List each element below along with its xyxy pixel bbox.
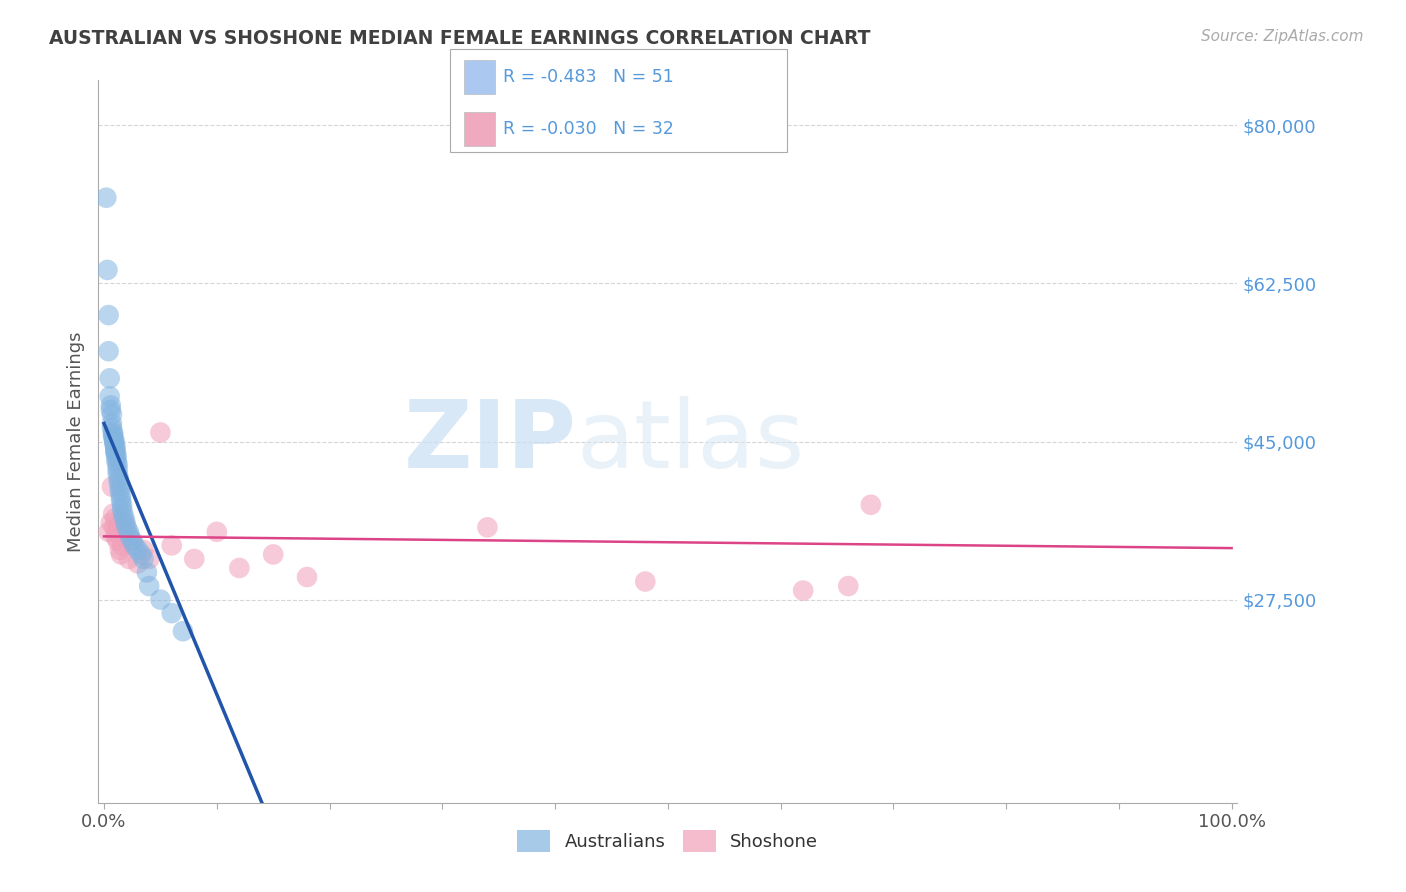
Point — [107, 461, 129, 475]
Text: R = -0.030   N = 32: R = -0.030 N = 32 — [503, 120, 675, 137]
Text: Source: ZipAtlas.com: Source: ZipAtlas.com — [1201, 29, 1364, 44]
Point — [183, 552, 205, 566]
Point — [101, 421, 124, 435]
Point — [105, 448, 128, 462]
Text: ZIP: ZIP — [404, 395, 576, 488]
Point — [112, 516, 135, 530]
Point — [101, 430, 124, 444]
Point — [132, 552, 155, 566]
Point — [634, 574, 657, 589]
Point — [160, 538, 183, 552]
Point — [101, 507, 124, 521]
Point — [121, 533, 143, 548]
Point — [107, 520, 129, 534]
Point — [103, 433, 125, 447]
Point — [110, 548, 132, 562]
Point — [127, 542, 149, 557]
Point — [103, 520, 125, 534]
Point — [97, 344, 120, 359]
Point — [149, 592, 172, 607]
Point — [115, 520, 138, 534]
Point — [107, 466, 129, 480]
Point — [135, 566, 157, 580]
Point — [118, 552, 141, 566]
Point — [111, 538, 134, 552]
Point — [107, 471, 129, 485]
Point — [837, 579, 859, 593]
Point — [262, 548, 284, 562]
Point — [98, 371, 121, 385]
Y-axis label: Median Female Earnings: Median Female Earnings — [66, 331, 84, 552]
Point — [100, 398, 122, 412]
Point — [112, 511, 135, 525]
Point — [138, 552, 160, 566]
Text: AUSTRALIAN VS SHOSHONE MEDIAN FEMALE EARNINGS CORRELATION CHART: AUSTRALIAN VS SHOSHONE MEDIAN FEMALE EAR… — [49, 29, 870, 47]
Point — [118, 529, 141, 543]
Point — [101, 480, 124, 494]
Point — [205, 524, 228, 539]
Point — [101, 425, 124, 440]
Point — [228, 561, 250, 575]
Point — [104, 445, 127, 459]
Point — [104, 511, 127, 525]
Point — [127, 557, 149, 571]
Point — [112, 507, 135, 521]
Point — [114, 516, 136, 530]
Point — [105, 524, 128, 539]
Point — [104, 443, 127, 458]
Point — [97, 524, 120, 539]
Point — [101, 427, 124, 442]
Text: R = -0.483   N = 51: R = -0.483 N = 51 — [503, 69, 673, 87]
Point — [103, 436, 125, 450]
Point — [108, 480, 131, 494]
Point — [107, 475, 129, 490]
Point — [98, 389, 121, 403]
Point — [104, 529, 127, 543]
Point — [118, 524, 141, 539]
Point — [97, 308, 120, 322]
Point — [107, 457, 129, 471]
Point — [121, 533, 143, 548]
Point — [104, 439, 127, 453]
Point — [149, 425, 172, 440]
Point — [160, 606, 183, 620]
Point — [96, 191, 118, 205]
Point — [110, 489, 132, 503]
Point — [138, 579, 160, 593]
Point — [101, 417, 124, 431]
Point — [105, 450, 128, 465]
Point — [129, 548, 152, 562]
Point — [105, 454, 128, 468]
Point — [110, 493, 132, 508]
Point — [100, 403, 122, 417]
Point — [111, 502, 134, 516]
Point — [124, 538, 146, 552]
Point — [172, 624, 194, 639]
Point — [108, 542, 131, 557]
Point — [792, 583, 814, 598]
Text: atlas: atlas — [576, 395, 806, 488]
Legend: Australians, Shoshone: Australians, Shoshone — [510, 822, 825, 859]
Point — [132, 542, 155, 557]
Point — [103, 434, 125, 449]
Point — [100, 516, 122, 530]
Point — [295, 570, 318, 584]
Point — [111, 498, 134, 512]
Point — [107, 533, 129, 548]
Point — [96, 263, 118, 277]
Point — [108, 484, 131, 499]
Point — [859, 498, 882, 512]
Point — [101, 408, 124, 422]
Point — [104, 442, 127, 456]
Point — [477, 520, 499, 534]
Point — [115, 524, 138, 539]
